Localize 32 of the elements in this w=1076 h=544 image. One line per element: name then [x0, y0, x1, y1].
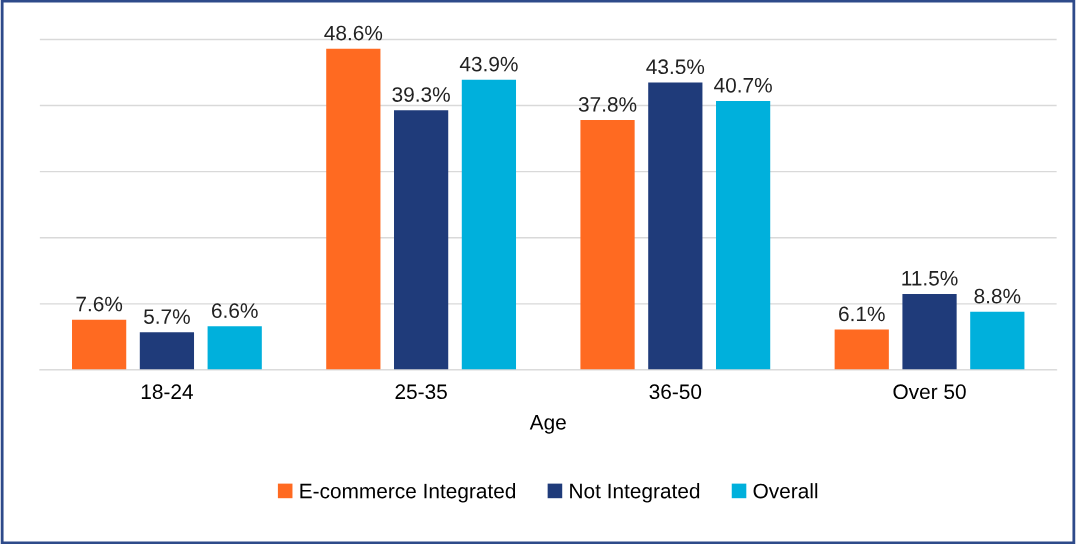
bar: [834, 329, 889, 370]
data-label: 43.5%: [646, 59, 705, 75]
data-label: 5.7%: [144, 309, 190, 324]
data-label: 6.6%: [212, 303, 258, 319]
bar: [648, 82, 703, 370]
x-tick-label: Over 50: [893, 384, 966, 400]
legend-label: E-commerce Integrated: [300, 483, 516, 503]
data-label: 8.8%: [974, 288, 1021, 304]
x-axis-title: Age: [529, 415, 566, 434]
bar: [326, 48, 381, 370]
bar: [902, 293, 957, 370]
data-label: 39.3%: [392, 87, 450, 102]
bar: [207, 326, 262, 370]
data-label: 7.6%: [76, 296, 123, 312]
bar: [394, 110, 449, 370]
data-label: 11.5%: [902, 270, 958, 286]
bar: [139, 332, 195, 370]
bar: [580, 120, 635, 370]
bar: [461, 79, 517, 370]
x-tick-label: 25-35: [395, 384, 447, 400]
data-label: 40.7%: [714, 77, 772, 93]
data-label: 37.8%: [578, 97, 637, 112]
data-label: 43.9%: [459, 56, 518, 72]
bar: [970, 311, 1025, 370]
legend-label: Not Integrated: [570, 483, 700, 503]
bar: [716, 100, 771, 370]
data-label: 48.6%: [324, 25, 383, 41]
bar: [72, 319, 127, 370]
legend-label: Overall: [753, 483, 818, 499]
x-tick-label: 36-50: [649, 384, 702, 400]
x-tick-label: 18-24: [141, 384, 193, 400]
data-label: 6.1%: [839, 306, 885, 322]
